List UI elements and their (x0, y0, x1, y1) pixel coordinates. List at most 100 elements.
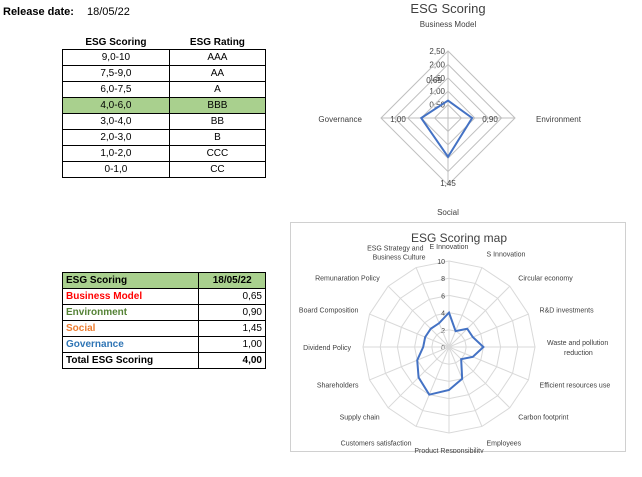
score-row-business-model: Business Model 0,65 (61, 288, 266, 305)
score-label: Business Model (61, 288, 200, 305)
rating-grade: BB (168, 113, 267, 130)
axis-label: Business Culture (373, 254, 426, 261)
rating-row: 9,0-10 AAA (62, 49, 267, 66)
rating-range: 0-1,0 (62, 161, 170, 178)
score-row-social: Social 1,45 (61, 320, 266, 337)
axis-spoke (448, 346, 511, 409)
tick-label: 2,00 (429, 60, 445, 69)
rating-grade: B (168, 129, 267, 146)
axis-label: Social (437, 208, 459, 217)
total-label: Total ESG Scoring (61, 352, 200, 369)
score-value: 1,45 (198, 320, 266, 337)
series-line (416, 310, 485, 396)
score-value: 0,90 (198, 304, 266, 321)
rating-range: 7,5-9,0 (62, 65, 170, 82)
axis-label: Environment (536, 115, 582, 124)
chart-title: ESG Scoring map (411, 231, 507, 245)
tick-label: 0 (441, 345, 445, 352)
axis-label: R&D investments (540, 307, 595, 314)
axis-label: S Innovation (487, 251, 526, 258)
rating-table-header: ESG Scoring ESG Rating (63, 35, 266, 50)
axis-label: Dividend Policy (303, 345, 351, 352)
score-header-label: ESG Scoring (61, 272, 200, 289)
tick-label: 4 (441, 311, 445, 318)
rating-range: 2,0-3,0 (62, 129, 170, 146)
rating-grade: BBB (168, 97, 267, 114)
rating-range: 3,0-4,0 (62, 113, 170, 130)
axis-label: Circular economy (518, 276, 573, 283)
axis-spoke (415, 267, 450, 348)
score-row-total: Total ESG Scoring 4,00 (61, 352, 266, 369)
rating-row: 0-1,0 CC (62, 161, 267, 178)
tick-label: 10 (437, 259, 445, 266)
release-date-value: 18/05/22 (87, 6, 130, 18)
axis-label: Employees (487, 441, 522, 448)
axis-label: Business Model (420, 20, 477, 29)
axis-label: Waste and pollution (547, 340, 608, 347)
tick-label: 1,50 (429, 74, 445, 83)
tick-label: 2 (441, 328, 445, 335)
axis-spoke (415, 346, 450, 427)
axis-spoke (369, 346, 450, 381)
axis-spoke (448, 267, 483, 348)
rating-row-highlighted: 4,0-6,0 BBB (62, 97, 267, 114)
rating-row: 7,5-9,0 AA (62, 65, 267, 82)
axis-label: Efficient resources use (540, 383, 611, 390)
rating-grade: CCC (168, 145, 267, 162)
axis-spoke (387, 285, 450, 348)
rating-grade: CC (168, 161, 267, 178)
esg-scoring-radar-svg: ESG Scoring 0,50 1,00 1,50 2,00 2,50 Business … (318, 1, 582, 217)
data-label: 0,90 (482, 115, 498, 124)
axis-label: E Innovation (430, 244, 469, 251)
esg-scoring-radar-chart: ESG Scoring 0,50 1,00 1,50 2,00 2,50 Business … (310, 0, 600, 220)
score-label: Governance (61, 336, 200, 353)
axis-label: Board Composition (299, 307, 359, 314)
axis-spoke (448, 313, 529, 348)
axis-label: Customers satisfaction (341, 441, 412, 448)
axis-label: Carbon footprint (518, 414, 568, 421)
score-value: 0,65 (198, 288, 266, 305)
rating-range: 1,0-2,0 (62, 145, 170, 162)
tick-label: 1,00 (429, 87, 445, 96)
rating-row: 1,0-2,0 CCC (62, 145, 267, 162)
axis-label: Product Responsibility (414, 448, 484, 453)
score-table-header: ESG Scoring 18/05/22 (61, 272, 266, 289)
axis-label: Shareholders (317, 383, 359, 390)
axis-spoke (448, 346, 529, 381)
axis-label: Remunaration Policy (315, 276, 380, 283)
score-row-governance: Governance 1,00 (61, 336, 266, 353)
rating-grade: A (168, 81, 267, 98)
rating-range: 6,0-7,5 (62, 81, 170, 98)
rating-header-rating: ESG Rating (189, 36, 245, 48)
axis-spoke (369, 313, 450, 348)
release-date: Release date: 18/05/22 (3, 6, 130, 18)
tick-label: 0,50 (429, 101, 445, 110)
series-line (419, 99, 474, 159)
rating-grade: AAA (168, 49, 267, 66)
rating-header-scoring: ESG Scoring (85, 36, 147, 48)
chart-title: ESG Scoring (410, 1, 485, 16)
data-label: 1,45 (440, 179, 456, 188)
tick-label: 6 (441, 293, 445, 300)
axis-label: reduction (564, 350, 593, 357)
rating-range: 9,0-10 (62, 49, 170, 66)
rating-scale-table: ESG Scoring ESG Rating 9,0-10 AAA 7,5-9,0… (62, 35, 267, 178)
axis-label: Governance (318, 115, 362, 124)
axis-spoke (448, 346, 483, 427)
score-label: Environment (61, 304, 200, 321)
rating-row: 6,0-7,5 A (62, 81, 267, 98)
axis-label: ESG Strategy and (367, 245, 424, 252)
rating-row: 3,0-4,0 BB (62, 113, 267, 130)
data-label: 1,00 (390, 115, 406, 124)
score-label: Social (61, 320, 200, 337)
esg-scoring-map-chart: ESG Scoring map 0 2 4 6 8 10 E Innovation S Inno… (290, 222, 626, 455)
score-value: 1,00 (198, 336, 266, 353)
score-header-date: 18/05/22 (198, 272, 266, 289)
tick-label: 8 (441, 276, 445, 283)
tick-label: 2,50 (429, 47, 445, 56)
total-value: 4,00 (198, 352, 266, 369)
rating-range: 4,0-6,0 (62, 97, 170, 114)
release-date-label: Release date: (3, 6, 74, 18)
axis-label: Supply chain (340, 414, 380, 421)
rating-grade: AA (168, 65, 267, 82)
